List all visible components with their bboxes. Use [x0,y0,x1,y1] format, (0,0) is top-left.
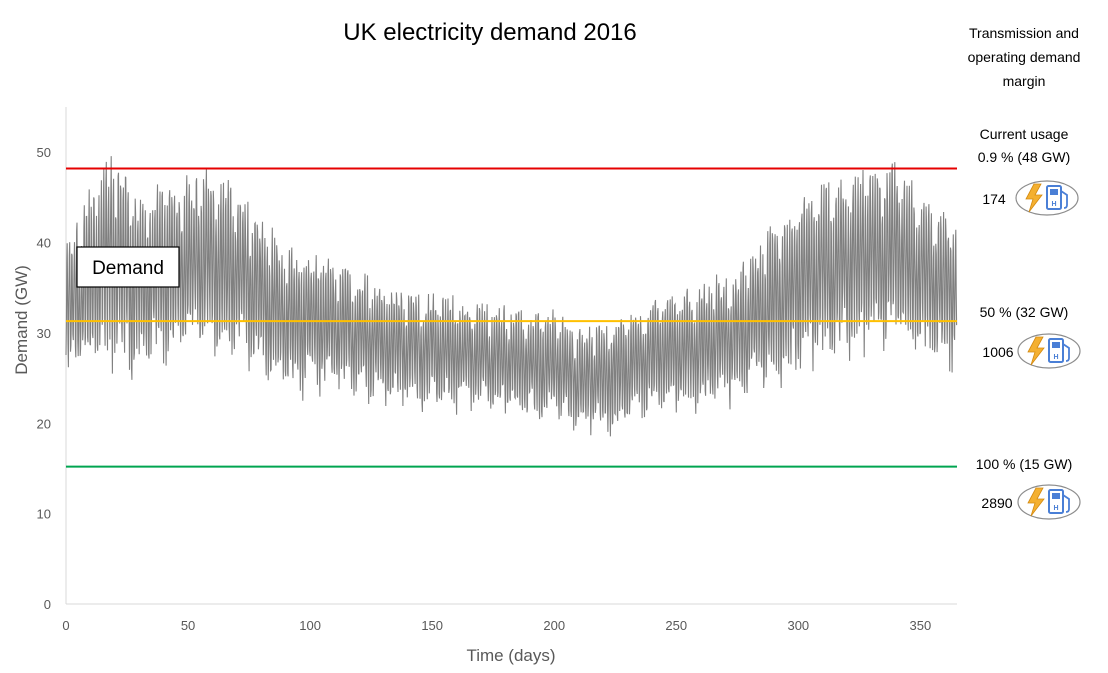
x-axis-label: Time (days) [466,646,555,665]
margin-1-count: 174 [982,191,1006,207]
legend-box [76,246,180,288]
plot-area [65,107,958,605]
y-axis-label: Demand (GW) [12,265,31,375]
x-tick-label: 150 [421,618,443,633]
x-tick-labels: 0 50 100 150 200 250 300 350 [62,618,931,633]
margin-1-value: 0.9 % (48 GW) [978,149,1071,165]
y-tick-labels: 0 10 20 30 40 50 [37,145,51,612]
chart-title: UK electricity demand 2016 [343,19,636,46]
side-panel: Transmission and operating demand margin… [968,25,1081,511]
margin-3-count: 2890 [981,495,1012,511]
y-tick-label: 20 [37,416,51,431]
x-tick-label: 350 [910,618,932,633]
y-tick-label: 10 [37,507,51,522]
x-tick-label: 50 [181,618,195,633]
side-heading-line1: Transmission and [969,25,1079,41]
y-tick-label: 0 [44,597,51,612]
side-heading-line2: operating demand [968,49,1081,65]
electricity-to-hydrogen-icon [1015,180,1079,216]
x-tick-label: 250 [665,618,687,633]
electricity-to-hydrogen-icon [1017,333,1081,369]
margin-3-value: 100 % (15 GW) [976,456,1072,472]
x-tick-label: 200 [543,618,565,633]
legend: Demand [76,246,180,288]
electricity-to-hydrogen-icon [1017,484,1081,520]
y-tick-label: 40 [37,236,51,251]
x-tick-label: 0 [62,618,69,633]
margin-1-label: Current usage [980,126,1069,142]
legend-label: Demand [92,258,164,279]
reference-lines [66,167,957,468]
margin-2-value: 50 % (32 GW) [980,304,1069,320]
margin-2-count: 1006 [982,344,1013,360]
y-tick-label: 50 [37,145,51,160]
side-heading-line3: margin [1003,73,1046,89]
x-tick-label: 100 [299,618,321,633]
demand-series [65,156,958,437]
y-tick-label: 30 [37,326,51,341]
x-tick-label: 300 [787,618,809,633]
